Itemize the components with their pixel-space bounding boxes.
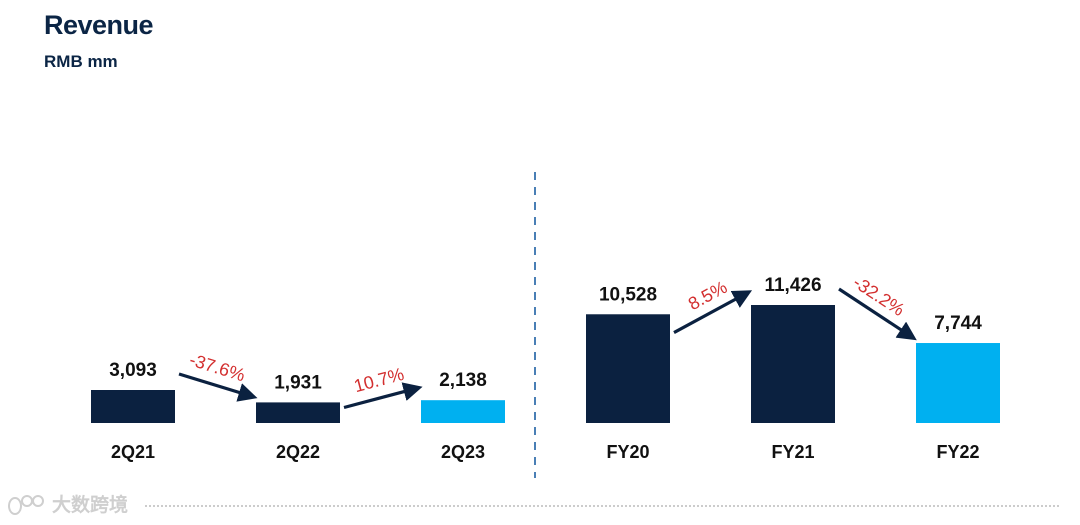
bar-FY20 xyxy=(586,314,670,423)
tick-label-2Q21: 2Q21 xyxy=(111,442,155,462)
chart-unit-subtitle: RMB mm xyxy=(44,52,118,71)
chart-title: Revenue xyxy=(44,10,154,40)
watermark-logo-icon xyxy=(8,493,48,515)
growth-label-1-2: 10.7% xyxy=(352,364,406,396)
watermark-text: 大数跨境 xyxy=(52,494,129,516)
growth-arrow-1-2 xyxy=(343,382,423,410)
tick-label-FY22: FY22 xyxy=(936,442,979,462)
growth-arrow-2-1 xyxy=(673,290,753,334)
tick-label-FY20: FY20 xyxy=(606,442,649,462)
bar-FY21 xyxy=(751,305,835,423)
data-label-2Q22: 1,931 xyxy=(274,372,322,393)
watermark: 大数跨境 xyxy=(8,490,128,517)
tick-label-FY21: FY21 xyxy=(771,442,814,462)
data-label-FY22: 7,744 xyxy=(934,313,982,334)
data-label-2Q23: 2,138 xyxy=(439,370,487,391)
growth-arrow-2-2 xyxy=(838,287,917,341)
data-label-FY20: 10,528 xyxy=(599,284,657,305)
bar-2Q23 xyxy=(421,400,505,423)
growth-label-2-2: -32.2% xyxy=(849,272,908,320)
data-label-2Q21: 3,093 xyxy=(109,360,157,381)
bar-2Q21 xyxy=(91,390,175,423)
growth-label-2-1: 8.5% xyxy=(685,277,731,314)
data-label-FY21: 11,426 xyxy=(764,275,821,296)
tick-label-2Q22: 2Q22 xyxy=(276,442,320,462)
bar-FY22 xyxy=(916,343,1000,423)
growth-arrow-1-1 xyxy=(178,372,258,402)
tick-label-2Q23: 2Q23 xyxy=(441,442,485,462)
bar-2Q22 xyxy=(256,402,340,423)
